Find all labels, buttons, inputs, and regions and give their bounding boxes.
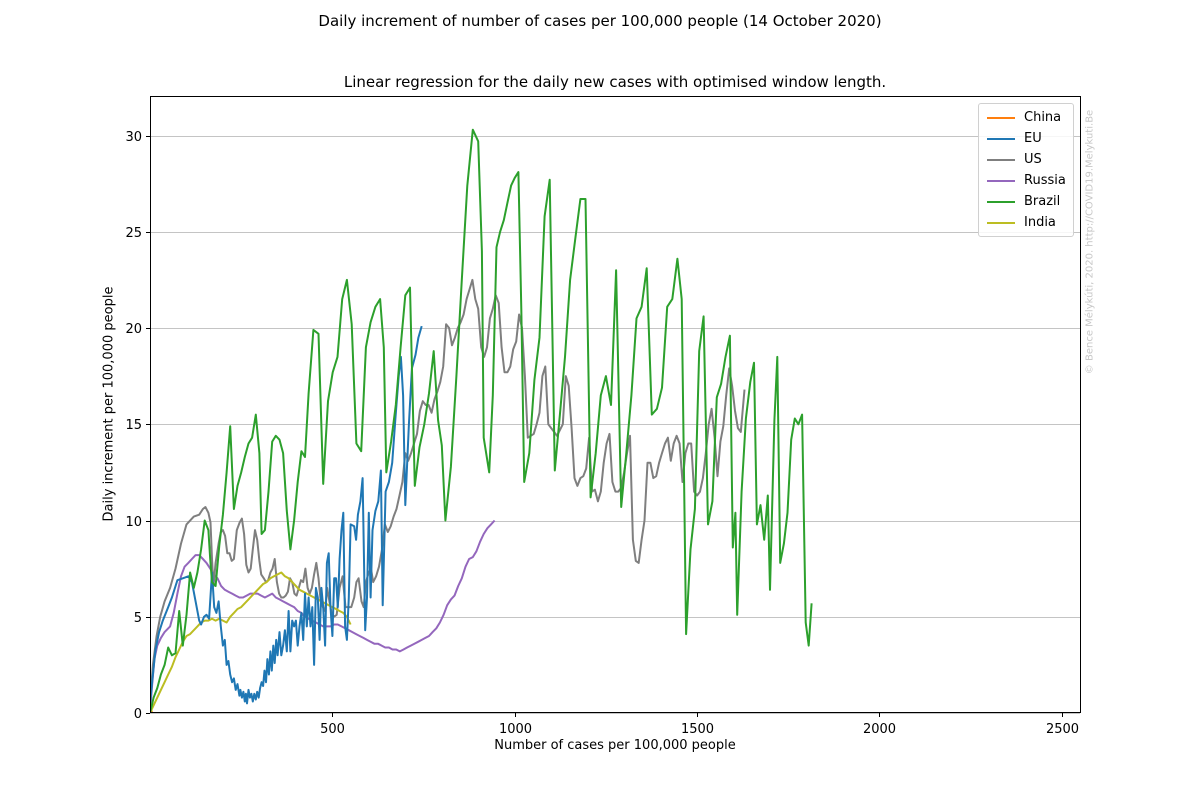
- legend-swatch: [987, 200, 1015, 203]
- legend-label: US: [1024, 152, 1042, 167]
- x-tick-label: 1000: [499, 722, 532, 737]
- legend-item-brazil: Brazil: [979, 191, 1073, 212]
- y-tick-label: 15: [125, 418, 142, 433]
- legend-label: Brazil: [1024, 194, 1061, 209]
- y-tick-label: 20: [125, 322, 142, 337]
- legend-item-eu: EU: [979, 128, 1073, 149]
- legend-swatch: [987, 116, 1015, 119]
- y-tick-label: 25: [125, 226, 142, 241]
- series-line-russia: [150, 519, 496, 713]
- legend-label: China: [1024, 110, 1062, 125]
- series-lines: [150, 128, 813, 713]
- legend-item-india: India: [979, 212, 1073, 233]
- x-tick-label: 2500: [1046, 722, 1079, 737]
- x-axis-ticks: 500 1000 1500 2000 2500: [320, 713, 1079, 737]
- y-axis-ticks: 0 5 10 15 20 25 30: [125, 130, 150, 722]
- legend-swatch: [987, 137, 1015, 140]
- chart-legend: China EU US Russia Brazil India: [978, 103, 1074, 237]
- y-axis-label: Daily increment per 100,000 people: [101, 286, 117, 522]
- x-tick-label: 500: [320, 722, 345, 737]
- legend-swatch: [987, 158, 1015, 161]
- legend-label: EU: [1024, 131, 1042, 146]
- series-line-us: [150, 278, 746, 704]
- y-tick-label: 5: [134, 611, 142, 626]
- chart-title: Linear regression for the daily new case…: [343, 73, 887, 91]
- x-tick-label: 2000: [863, 722, 896, 737]
- legend-swatch: [987, 221, 1015, 224]
- copyright-watermark: © Bence Mélykúti, 2020. http://COVID19.M…: [1084, 109, 1096, 375]
- chart-suptitle: Daily increment of number of cases per 1…: [318, 12, 882, 30]
- x-tick-label: 1500: [681, 722, 714, 737]
- y-tick-label: 10: [125, 515, 142, 530]
- y-tick-label: 30: [125, 130, 142, 145]
- legend-item-china: China: [979, 107, 1073, 128]
- series-line-brazil: [150, 128, 813, 713]
- series-line-eu: [150, 325, 423, 705]
- y-tick-label: 0: [134, 707, 142, 722]
- x-axis-label: Number of cases per 100,000 people: [494, 738, 736, 753]
- legend-label: Russia: [1024, 173, 1066, 188]
- legend-swatch: [987, 179, 1015, 182]
- plot-frame: [150, 96, 1081, 713]
- legend-label: India: [1024, 215, 1056, 230]
- legend-item-us: US: [979, 149, 1073, 170]
- legend-item-russia: Russia: [979, 170, 1073, 191]
